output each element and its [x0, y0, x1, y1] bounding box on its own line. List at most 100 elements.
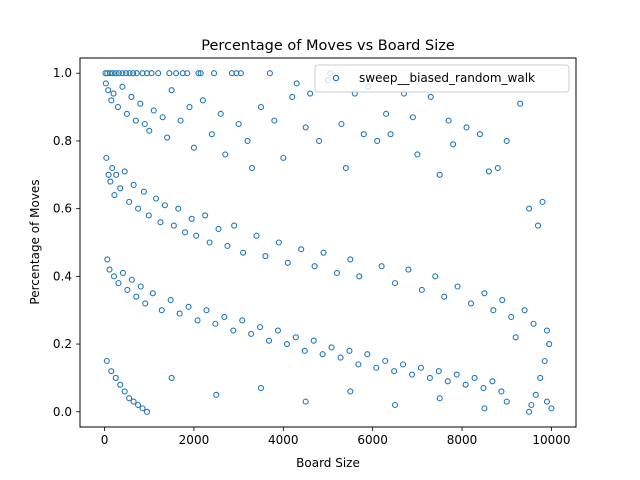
x-axis-ticks: 0 2000 4000 6000 8000 10000 — [101, 427, 571, 447]
data-point — [408, 371, 416, 378]
data-point — [347, 388, 354, 395]
data-point — [248, 330, 255, 337]
data-point — [208, 131, 215, 138]
data-point — [541, 357, 548, 365]
data-point — [167, 296, 174, 304]
data-point — [140, 188, 147, 195]
data-point — [186, 104, 193, 111]
data-point — [108, 97, 115, 104]
data-point — [364, 351, 371, 358]
legend-marker — [332, 74, 340, 82]
data-point — [126, 70, 133, 77]
data-point — [176, 310, 183, 317]
y-tick-label: 1.0 — [53, 66, 72, 80]
data-point — [133, 293, 140, 300]
data-point — [489, 378, 496, 385]
data-point — [356, 273, 363, 280]
data-point — [445, 117, 452, 124]
data-point — [387, 131, 394, 138]
data-point — [103, 154, 110, 161]
data-point — [221, 313, 228, 321]
data-point — [257, 104, 265, 111]
y-tick-label: 0.0 — [53, 405, 72, 419]
data-point — [454, 283, 461, 290]
legend-box — [314, 64, 570, 93]
y-axis-label: Percentage of Moves — [28, 179, 42, 304]
data-point — [103, 357, 110, 365]
data-point — [257, 385, 265, 392]
data-point — [105, 171, 112, 178]
data-point — [130, 70, 137, 77]
data-point — [289, 93, 296, 100]
x-tick-label: 8000 — [447, 433, 478, 447]
data-point — [117, 185, 124, 192]
data-point — [199, 97, 206, 104]
data-point — [435, 368, 442, 375]
data-point — [230, 327, 237, 334]
data-point — [383, 110, 390, 117]
data-point — [476, 131, 483, 138]
data-point — [338, 120, 345, 128]
data-point — [280, 154, 287, 161]
data-point — [543, 327, 551, 334]
x-tick-label: 4000 — [268, 433, 299, 447]
data-point — [432, 273, 439, 280]
data-point — [158, 307, 165, 314]
data-point — [436, 171, 443, 178]
data-point — [248, 164, 256, 172]
data-point — [517, 100, 524, 107]
data-point — [110, 90, 117, 97]
data-point — [115, 70, 122, 77]
data-point — [157, 219, 164, 226]
data-point — [177, 117, 184, 124]
data-point — [141, 120, 148, 128]
data-point — [253, 232, 260, 239]
data-point — [244, 137, 251, 144]
data-point — [521, 307, 528, 314]
data-point — [126, 198, 133, 205]
data-point — [405, 266, 412, 273]
data-point — [271, 117, 278, 124]
data-point — [257, 324, 264, 331]
data-point — [148, 70, 155, 77]
data-point — [320, 249, 327, 256]
data-point — [239, 317, 246, 324]
data-point — [378, 263, 385, 270]
data-point — [108, 368, 115, 375]
data-point — [212, 320, 219, 327]
data-point — [117, 381, 124, 388]
data-point — [539, 198, 546, 205]
data-point — [112, 70, 119, 77]
data-point — [175, 205, 182, 212]
data-point — [113, 171, 120, 178]
data-point — [114, 104, 122, 111]
data-point — [240, 249, 247, 256]
data-point — [490, 307, 497, 314]
data-point — [137, 283, 144, 290]
data-point — [298, 246, 305, 253]
data-point — [173, 70, 180, 77]
legend: sweep__biased_random_walk — [314, 64, 570, 93]
data-point — [526, 408, 533, 415]
data-point — [284, 259, 291, 266]
data-point — [328, 344, 335, 351]
data-point — [526, 205, 533, 212]
data-point — [347, 256, 354, 263]
data-point — [143, 408, 151, 415]
data-point — [168, 87, 175, 94]
x-tick-label: 10000 — [532, 433, 570, 447]
data-point — [185, 303, 192, 310]
data-point — [292, 334, 299, 341]
data-point — [109, 70, 116, 77]
data-point — [310, 337, 317, 344]
data-point — [427, 93, 434, 100]
data-point — [391, 368, 398, 375]
data-point — [311, 263, 318, 270]
data-point — [137, 100, 144, 107]
data-point — [316, 137, 323, 144]
data-point — [293, 80, 300, 87]
data-point — [206, 239, 213, 246]
data-point — [302, 398, 309, 405]
